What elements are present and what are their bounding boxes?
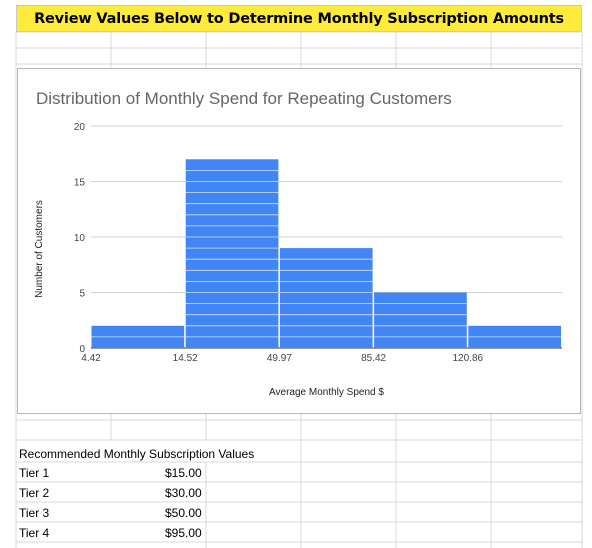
tier-4-value[interactable]: $95.00 — [165, 526, 202, 540]
histogram-bar — [374, 292, 467, 348]
chart-plot: 0 5 10 15 20 4.42 14.52 49.97 85.42 120.86 Average… — [34, 122, 562, 398]
tier-1-value[interactable]: $15.00 — [165, 466, 202, 480]
x-tick-label: 85.42 — [361, 353, 386, 364]
tier-4-label: Tier 4 — [19, 526, 50, 540]
recommendations-header: Recommended Monthly Subscription Values — [19, 447, 255, 461]
tier-2-value[interactable]: $30.00 — [165, 486, 202, 500]
y-tick-label: 0 — [79, 344, 85, 355]
histogram-bar — [185, 159, 279, 348]
tier-1-label: Tier 1 — [19, 466, 50, 480]
tier-2-label: Tier 2 — [19, 486, 50, 500]
chart-title: Distribution of Monthly Spend for Repeat… — [36, 89, 452, 108]
x-tick-label: 4.42 — [81, 353, 101, 364]
tier-3-label: Tier 3 — [19, 506, 50, 520]
y-tick-label: 5 — [79, 289, 85, 300]
y-tick-label: 15 — [74, 178, 86, 189]
banner-title: Review Values Below to Determine Monthly… — [16, 5, 582, 32]
y-tick-label: 10 — [74, 233, 86, 244]
tier-3-value[interactable]: $50.00 — [165, 506, 202, 520]
histogram-chart[interactable]: Distribution of Monthly Spend for Repeat… — [17, 68, 581, 414]
x-tick-label: 14.52 — [173, 353, 198, 364]
x-tick-label: 120.86 — [453, 353, 484, 364]
y-axis-label: Number of Customers — [34, 200, 45, 298]
x-axis-label: Average Monthly Spend $ — [269, 387, 384, 398]
histogram-bar — [279, 248, 373, 348]
x-tick-label: 49.97 — [267, 353, 292, 364]
y-tick-label: 20 — [74, 122, 86, 133]
